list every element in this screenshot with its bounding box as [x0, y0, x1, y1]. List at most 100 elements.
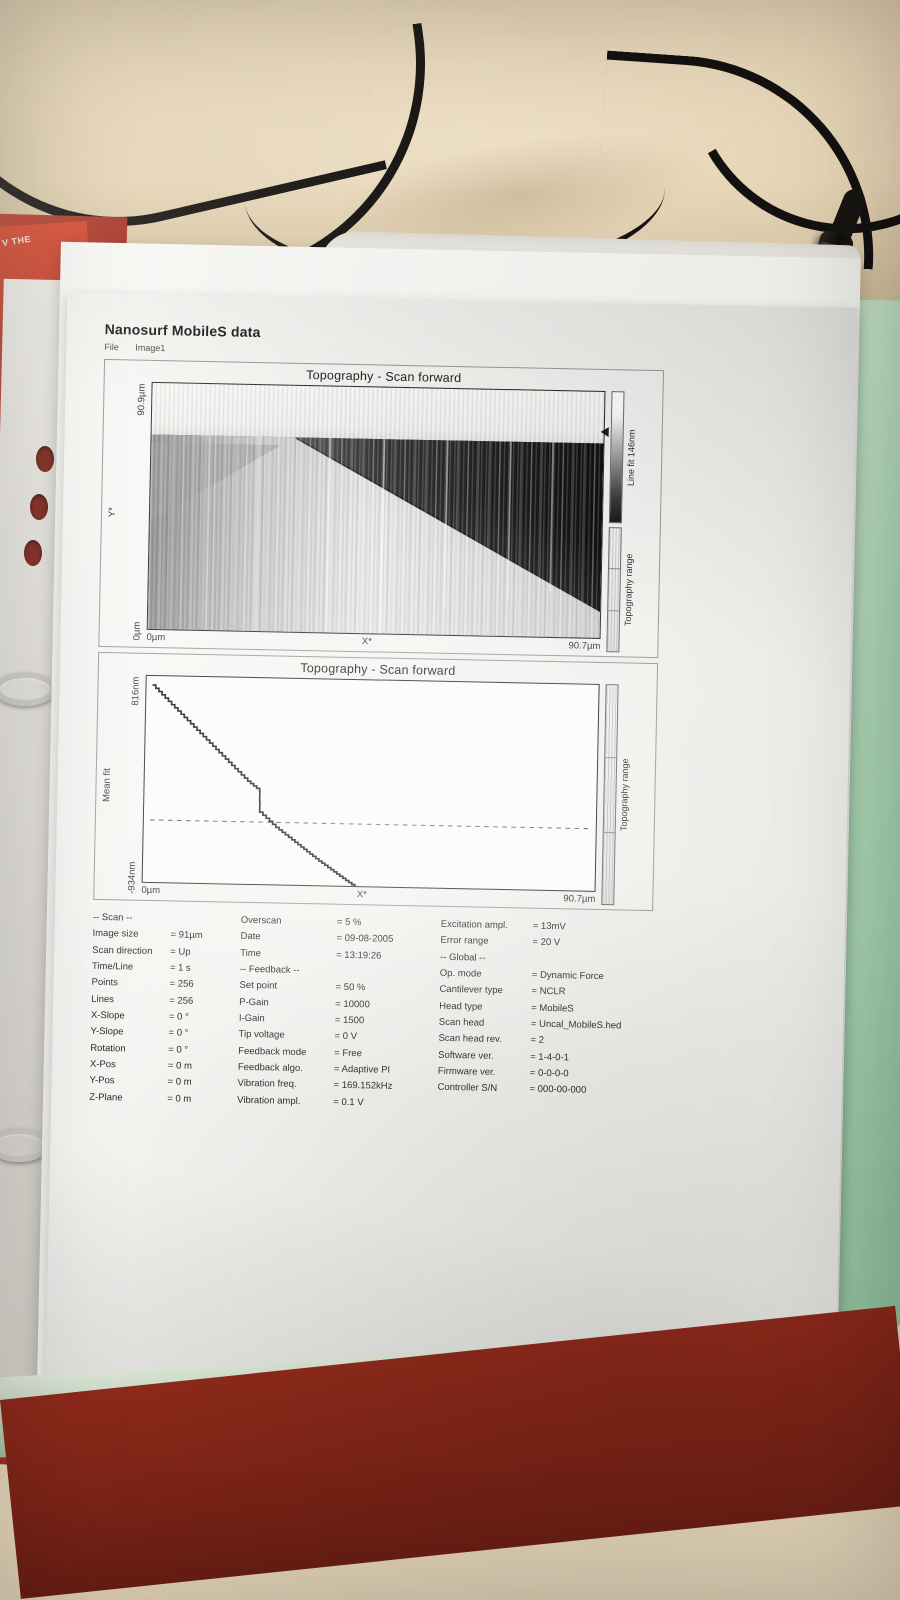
parameter-key: Error range	[440, 935, 489, 948]
profile-trace	[152, 684, 588, 892]
parameter-value: = 0 °	[168, 1027, 189, 1040]
colorbar-line-fit-label: Line fit 146nm	[625, 428, 637, 486]
file-label: File	[104, 341, 119, 353]
parameter-key: Scan head rev.	[438, 1033, 502, 1046]
panel-1-y-top-label: 90.9µm	[135, 383, 148, 416]
parameter-key: Feedback algo.	[237, 1061, 303, 1075]
parameter-key: -- Feedback --	[239, 963, 300, 976]
parameter-value: = 0 m	[167, 1092, 192, 1105]
parameter-key: -- Scan --	[92, 911, 133, 924]
parameter-key: Overscan	[240, 914, 282, 927]
parameter-value: = 20 V	[532, 936, 561, 949]
panel-1-x-left-label: 0µm	[146, 631, 166, 644]
parameter-value: = 91µm	[170, 929, 203, 942]
panel-1-y-axis: 90.9µm Y* 0µm	[104, 381, 151, 643]
parameter-row: Z-Plane = 0 m	[89, 1089, 237, 1108]
panel-1-colorbars: Line fit 146nm Topography range	[600, 391, 657, 653]
parameter-value: = 0.1 V	[333, 1096, 364, 1108]
parameter-value: = 1500	[334, 1014, 365, 1027]
panel-1-x-axis-title: X*	[361, 636, 372, 648]
colorbar-line-fit[interactable]	[608, 391, 625, 524]
parameter-key: Vibration freq.	[237, 1078, 297, 1091]
mean-fit-reference-line	[149, 819, 590, 830]
parameter-key: Tip voltage	[238, 1029, 285, 1041]
parameter-key: Cantilever type	[439, 984, 503, 997]
parameter-value: = Up	[170, 946, 191, 958]
parameter-value: = 0 °	[168, 1011, 189, 1023]
afm-topography-plot[interactable]	[146, 381, 606, 639]
parameter-value: = 1-4-0-1	[530, 1051, 570, 1064]
colorbar-topography-range[interactable]	[601, 684, 619, 906]
parameter-value: = 5 %	[336, 916, 362, 929]
file-value: Image1	[135, 342, 166, 354]
parameter-key: Feedback mode	[238, 1045, 307, 1058]
parameter-key: Head type	[439, 1000, 483, 1013]
parameter-value: = 2	[530, 1034, 545, 1047]
profile-plot[interactable]	[141, 674, 600, 892]
parameter-value: = 0 V	[334, 1030, 358, 1043]
parameter-value: = Dynamic Force	[531, 969, 604, 983]
parameter-value: = 0 m	[167, 1060, 193, 1072]
colorbar-topography-range-label: Topography range	[622, 553, 635, 627]
parameter-key: Scan direction	[92, 944, 153, 957]
parameter-key: I-Gain	[238, 1012, 265, 1025]
colorbar-topography-range[interactable]	[606, 526, 622, 653]
panel-2-y-axis-title: Mean fit	[101, 767, 113, 802]
parameter-key: Firmware ver.	[437, 1065, 496, 1078]
afm-topography-raster	[147, 382, 605, 638]
panel-2-y-bottom-label: -934nm	[126, 861, 139, 894]
panel-topography-profile: Topography - Scan forward 816nm Mean fit…	[93, 651, 659, 912]
parameter-key: X-Pos	[89, 1058, 116, 1071]
panel-2-x-left-label: 0µm	[141, 884, 161, 897]
parameter-key: Rotation	[90, 1042, 126, 1055]
panel-2-y-axis: 816nm Mean fit -934nm	[99, 674, 145, 896]
parameter-row: Controller S/N = 000-00-000	[437, 1080, 647, 1101]
parameter-value: = Uncal_MobileS.hed	[530, 1018, 622, 1032]
parameter-key: Set point	[239, 980, 278, 992]
parameter-value: = 09-08-2005	[336, 933, 394, 946]
parameter-value: = 000-00-000	[529, 1083, 587, 1097]
parameter-value: = 13mV	[532, 920, 566, 933]
parameter-value: = 0 °	[168, 1043, 189, 1056]
parameter-key: Op. mode	[439, 967, 482, 980]
parameter-value: = 256	[169, 995, 194, 1007]
parameter-value: = 169.152kHz	[333, 1079, 393, 1093]
parameter-key: Image size	[92, 928, 139, 941]
parameter-key: X-Slope	[90, 1009, 125, 1022]
scan-parameters-table: -- Scan -- Image size = 91µm Scan direction…	[89, 910, 653, 1117]
panel-topography-image: Topography - Scan forward 90.9µm Y* 0µm	[98, 358, 664, 659]
parameter-key: Scan head	[438, 1016, 485, 1029]
panel-2-y-top-label: 816nm	[130, 676, 142, 706]
panel-1-y-axis-title: Y*	[106, 506, 119, 517]
parameter-value: = Free	[334, 1047, 363, 1059]
panel-2-x-right-label: 90.7µm	[563, 893, 596, 905]
parameter-row: Vibration ampl. = 0.1 V	[237, 1092, 437, 1112]
binder-hole-punch	[36, 446, 54, 472]
parameter-key: Points	[91, 977, 119, 989]
parameter-key: Lines	[91, 993, 115, 1005]
parameter-column-feedback: Overscan = 5 % Date = 09-08-2005 Time = 13:19…	[237, 913, 441, 1113]
parameter-key: Software ver.	[438, 1049, 494, 1062]
colorbar-marker-icon	[600, 426, 609, 437]
parameter-column-scan: -- Scan -- Image size = 91µm Scan direction…	[89, 910, 241, 1109]
binder-hole-punch	[30, 494, 48, 520]
printed-report-sheet: Nanosurf MobileS data File Image1 Topogr…	[44, 292, 858, 1438]
panel-2-x-axis-title: X*	[356, 889, 367, 901]
parameter-value: = 256	[169, 978, 194, 991]
parameter-key: Date	[240, 931, 261, 943]
parameter-key: Y-Pos	[89, 1075, 115, 1087]
parameter-value: = 1 s	[169, 962, 191, 974]
panel-1-x-right-label: 90.7µm	[568, 640, 601, 652]
parameter-value: = 50 %	[335, 982, 366, 994]
parameter-value: = 13:19:26	[336, 949, 382, 962]
parameter-key: Excitation ampl.	[440, 918, 508, 932]
parameter-key: Vibration ampl.	[237, 1094, 301, 1107]
parameter-key: P-Gain	[239, 996, 269, 1009]
parameter-key: Y-Slope	[90, 1026, 124, 1038]
parameter-key: Z-Plane	[89, 1091, 123, 1104]
parameter-value: = MobileS	[531, 1002, 574, 1015]
parameter-value: = NCLR	[531, 985, 566, 998]
parameter-key: Time/Line	[91, 960, 134, 973]
parameter-key: Controller S/N	[437, 1082, 498, 1095]
